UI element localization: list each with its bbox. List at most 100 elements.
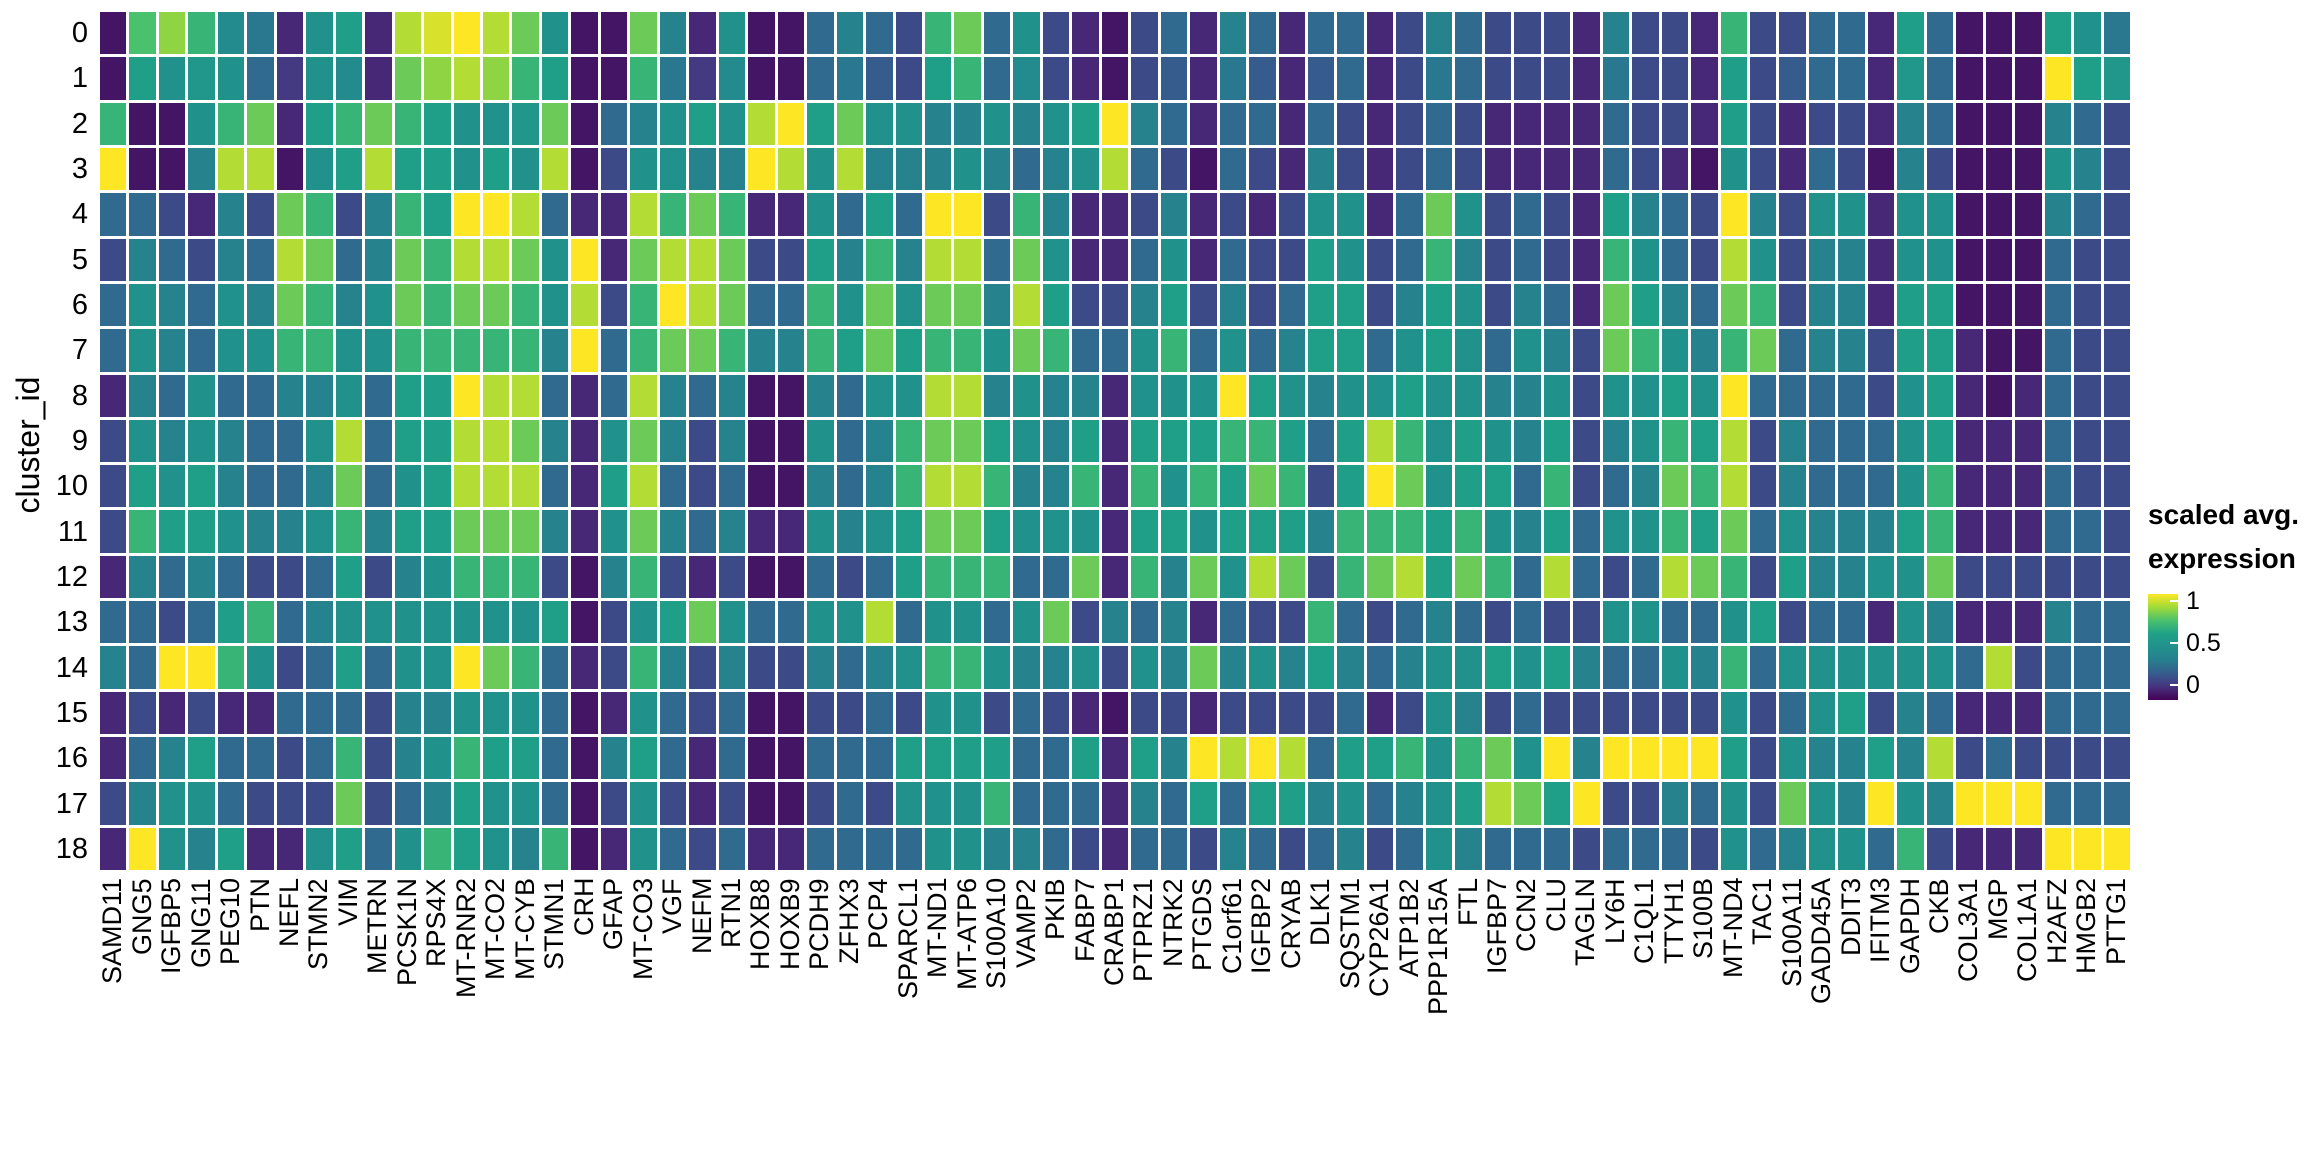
heatmap-cell — [100, 419, 127, 463]
heatmap-cell — [217, 827, 245, 870]
heatmap-cell — [983, 646, 1011, 689]
heatmap-cell — [659, 691, 687, 735]
heatmap-cell — [836, 238, 864, 281]
heatmap-cell — [1926, 465, 1954, 508]
heatmap-cell — [1101, 147, 1129, 191]
heatmap-cell — [895, 691, 922, 735]
heatmap-cell — [306, 57, 333, 100]
heatmap-cell — [1455, 102, 1482, 145]
heatmap-cell — [1396, 555, 1423, 599]
heatmap-cell — [1985, 12, 2013, 55]
heatmap-cell — [1720, 782, 1747, 825]
heatmap-cell — [188, 374, 215, 417]
heatmap-cell — [1160, 737, 1188, 780]
heatmap-cell — [1337, 283, 1364, 327]
heatmap-cell — [954, 510, 981, 553]
heatmap-cell — [571, 102, 598, 145]
heatmap-cell — [2015, 601, 2042, 644]
heatmap-cell — [1926, 102, 1954, 145]
heatmap-cell — [1632, 374, 1659, 417]
heatmap-cell — [718, 601, 746, 644]
heatmap-cell — [276, 510, 304, 553]
heatmap-cell — [1484, 510, 1512, 553]
heatmap-cell — [1425, 601, 1453, 644]
heatmap-cell — [1101, 782, 1129, 825]
heatmap-cell — [2015, 12, 2042, 55]
heatmap-cell — [1543, 419, 1571, 463]
heatmap-cell — [836, 737, 864, 780]
heatmap-cell — [1985, 691, 2013, 735]
heatmap-cell — [1101, 691, 1129, 735]
x-tick-label: METRN — [362, 878, 393, 974]
heatmap-cell — [1101, 827, 1129, 870]
heatmap-cell — [1573, 102, 1600, 145]
heatmap-cell — [1013, 12, 1040, 55]
heatmap-cell — [1131, 465, 1158, 508]
heatmap-cell — [1308, 12, 1335, 55]
heatmap-cell — [1867, 419, 1895, 463]
x-tick-label: VAMP2 — [1010, 878, 1041, 968]
heatmap-cell — [1190, 646, 1217, 689]
heatmap-cell — [1484, 465, 1512, 508]
heatmap-cell — [1131, 827, 1158, 870]
heatmap-grid — [100, 12, 2130, 870]
heatmap-cell — [335, 147, 363, 191]
heatmap-cell — [748, 147, 775, 191]
heatmap-cell — [1779, 283, 1806, 327]
heatmap-cell — [1602, 329, 1630, 372]
heatmap-cell — [512, 57, 539, 100]
x-tick-label: GAPDH — [1894, 878, 1925, 975]
heatmap-cell — [1602, 465, 1630, 508]
heatmap-cell — [689, 646, 716, 689]
heatmap-cell — [335, 510, 363, 553]
heatmap-cell — [1897, 147, 1924, 191]
x-tick-label: MT-ATP6 — [951, 878, 982, 991]
heatmap-cell — [453, 555, 481, 599]
heatmap-cell — [1366, 555, 1394, 599]
heatmap-cell — [1484, 646, 1512, 689]
y-tick-label: 3 — [71, 153, 88, 186]
heatmap-cell — [2015, 555, 2042, 599]
heatmap-cell — [866, 691, 893, 735]
heatmap-cell — [600, 57, 628, 100]
heatmap-cell — [1956, 147, 1983, 191]
x-tick-label: MT-RNR2 — [450, 878, 481, 998]
heatmap-cell — [1278, 646, 1305, 689]
heatmap-cell — [1160, 283, 1188, 327]
heatmap-cell — [777, 147, 805, 191]
heatmap-cell — [1219, 57, 1247, 100]
heatmap-cell — [424, 283, 451, 327]
heatmap-cell — [1514, 737, 1541, 780]
heatmap-cell — [335, 374, 363, 417]
heatmap-cell — [718, 555, 746, 599]
heatmap-cell — [600, 147, 628, 191]
heatmap-cell — [1779, 419, 1806, 463]
heatmap-cell — [1602, 510, 1630, 553]
heatmap-cell — [954, 57, 981, 100]
heatmap-cell — [836, 465, 864, 508]
heatmap-cell — [1072, 102, 1099, 145]
heatmap-cell — [1455, 646, 1482, 689]
heatmap-cell — [1926, 238, 1954, 281]
y-tick-label: 8 — [71, 379, 88, 412]
heatmap-cell — [1396, 419, 1423, 463]
heatmap-cell — [1160, 238, 1188, 281]
heatmap-cell — [718, 782, 746, 825]
heatmap-cell — [895, 465, 922, 508]
heatmap-cell — [365, 691, 392, 735]
heatmap-cell — [1190, 374, 1217, 417]
heatmap-cell — [689, 419, 716, 463]
heatmap-cell — [1190, 510, 1217, 553]
heatmap-cell — [1337, 419, 1364, 463]
legend-colorbar — [2148, 594, 2178, 700]
heatmap-cell — [777, 238, 805, 281]
heatmap-cell — [836, 782, 864, 825]
x-tick-label: COL1A1 — [2012, 878, 2043, 982]
heatmap-cell — [807, 601, 834, 644]
heatmap-cell — [306, 147, 333, 191]
heatmap-cell — [1632, 329, 1659, 372]
heatmap-cell — [718, 57, 746, 100]
heatmap-cell — [1425, 646, 1453, 689]
heatmap-cell — [2074, 374, 2101, 417]
heatmap-cell — [1455, 827, 1482, 870]
